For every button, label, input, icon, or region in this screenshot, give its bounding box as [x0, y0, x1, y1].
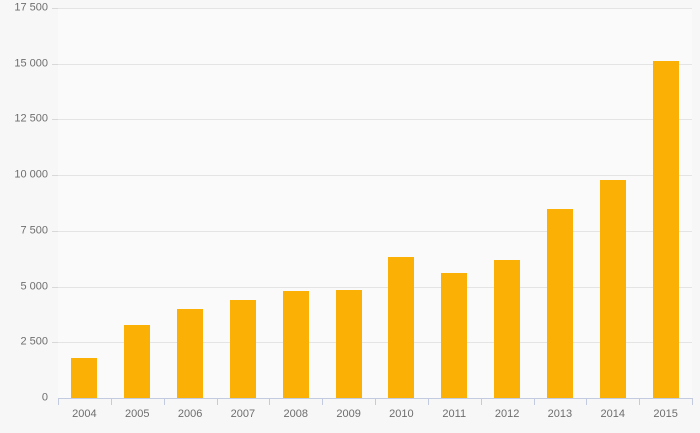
x-axis-tick-label: 2008: [283, 408, 308, 420]
x-axis-tick: [692, 398, 693, 405]
bar[interactable]: [388, 256, 415, 398]
x-axis-tick: [428, 398, 429, 405]
bar-band: [58, 8, 111, 398]
y-axis-tick: [52, 175, 58, 176]
x-axis-tick-label: 2015: [653, 408, 678, 420]
x-axis-tick: [58, 398, 59, 405]
x-axis-tick-label: 2012: [494, 408, 520, 420]
bar[interactable]: [124, 325, 151, 398]
x-axis-tick-label: 2007: [230, 408, 256, 420]
bar-band: [534, 8, 587, 398]
x-axis-tick: [586, 398, 587, 405]
y-axis-tick: [52, 119, 58, 120]
y-axis-tick-label: 7 500: [20, 224, 48, 237]
bar-band: [481, 8, 534, 398]
y-axis-tick: [52, 64, 58, 65]
y-axis-tick-label: 10 000: [14, 168, 48, 181]
bar-band: [322, 8, 375, 398]
bar[interactable]: [229, 299, 256, 398]
y-axis-tick: [52, 342, 58, 343]
gridline: [58, 231, 692, 232]
x-axis-tick: [217, 398, 218, 405]
x-axis-labels: 2004 2005 2006 2007 2008 2009 2010 2011 2012 2013…: [58, 406, 692, 426]
bar[interactable]: [494, 260, 521, 398]
x-axis-tick: [481, 398, 482, 405]
x-axis-tick-label: 2005: [125, 408, 150, 420]
y-axis-tick-label: 0: [41, 391, 48, 404]
bar-band: [111, 8, 164, 398]
bar-band: [269, 8, 322, 398]
x-axis-tick-label: 2014: [600, 408, 625, 420]
gridline: [58, 287, 692, 288]
bar-band: [375, 8, 428, 398]
gridline: [58, 119, 692, 120]
bar-band: [586, 8, 639, 398]
y-axis-tick: [52, 8, 58, 9]
x-axis-tick: [639, 398, 640, 405]
y-axis-tick-label: 17 500: [14, 1, 48, 14]
x-axis-tick-label: 2004: [72, 408, 97, 420]
gridline: [58, 8, 692, 9]
bar[interactable]: [652, 60, 679, 398]
x-axis-tick: [269, 398, 270, 405]
bar-band: [428, 8, 481, 398]
bar[interactable]: [71, 357, 98, 398]
bar[interactable]: [335, 290, 362, 398]
bar[interactable]: [546, 209, 573, 398]
gridline: [58, 64, 692, 65]
gridline: [58, 342, 692, 343]
y-axis-tick-label: 15 000: [14, 57, 48, 70]
x-axis-tick-label: 2009: [336, 408, 361, 420]
y-axis-tick: [52, 287, 58, 288]
bar-band: [164, 8, 217, 398]
bar-band: [639, 8, 692, 398]
x-axis-tick-label: 2013: [547, 408, 573, 420]
x-axis-tick: [534, 398, 535, 405]
x-axis-tick-label: 2006: [177, 408, 203, 420]
x-axis-tick: [322, 398, 323, 405]
y-axis-tick-label: 12 500: [14, 112, 48, 125]
bars-group: [58, 8, 692, 398]
x-axis-tick: [164, 398, 165, 405]
y-axis-tick-label: 5 000: [20, 280, 48, 293]
plot-area: [58, 8, 692, 398]
x-axis-tick-label: 2010: [389, 408, 414, 420]
y-axis-tick-label: 2 500: [20, 335, 48, 348]
bar[interactable]: [282, 291, 309, 398]
x-axis-tick: [375, 398, 376, 405]
x-axis-tick-label: 2011: [442, 408, 467, 420]
bar[interactable]: [177, 308, 204, 398]
y-axis-tick: [52, 231, 58, 232]
bar-band: [217, 8, 270, 398]
bar[interactable]: [599, 179, 626, 398]
x-axis-tick: [111, 398, 112, 405]
x-axis-ticks: [58, 398, 693, 405]
bar[interactable]: [441, 273, 468, 398]
gridline: [58, 175, 692, 176]
